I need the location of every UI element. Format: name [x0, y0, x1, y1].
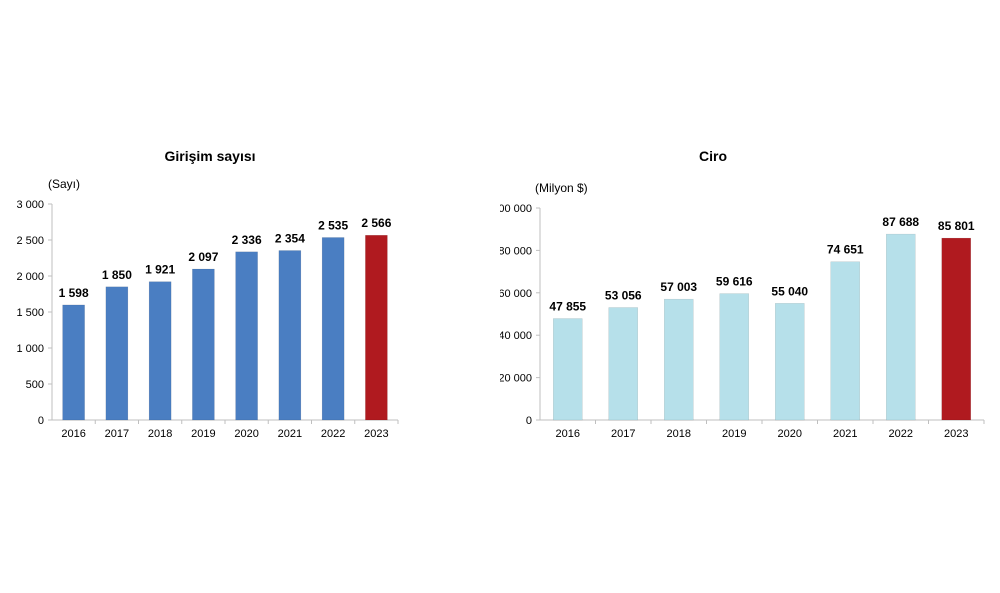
chart-girisim-sayisi-svg: Girişim sayısı (Sayı) 0 500 1 000 1 500 2 00…	[16, 148, 399, 440]
x-tick-label: 2022	[889, 428, 913, 440]
bar	[775, 303, 805, 421]
bar	[719, 293, 749, 421]
y-tick-label: 2 000	[16, 271, 44, 283]
bar	[105, 286, 129, 421]
data-label: 47 855	[549, 300, 586, 314]
bar	[830, 261, 860, 421]
data-label: 2 535	[318, 218, 348, 232]
y-tick-label: 40 000	[500, 330, 532, 342]
bar	[664, 298, 694, 421]
data-label: 55 040	[771, 284, 808, 298]
x-tick-label: 2019	[191, 428, 215, 440]
bar	[235, 251, 258, 421]
bar	[278, 250, 302, 421]
x-tick-label: 2018	[148, 428, 172, 440]
y-tick-label: 1 000	[16, 343, 44, 355]
data-label: 1 921	[145, 263, 175, 277]
chart-ciro: Ciro (Milyon $) 0 20 000 40 000 60 000 80 00…	[500, 0, 1000, 593]
data-label: 85 801	[938, 219, 975, 233]
y-axis-unit-label: (Sayı)	[48, 177, 80, 191]
data-label: 2 566	[361, 216, 391, 230]
x-tick-label: 2017	[611, 428, 635, 440]
y-tick-label: 2 500	[16, 235, 44, 247]
x-tick-label: 2020	[778, 428, 802, 440]
y-tick-label: 100 000	[500, 203, 532, 215]
bar	[365, 234, 388, 421]
y-tick-label: 0	[526, 415, 532, 427]
data-label: 57 003	[660, 280, 697, 294]
y-tick-label: 500	[26, 379, 44, 391]
y-axis-unit-label: (Milyon $)	[535, 181, 588, 195]
bar	[608, 307, 638, 421]
x-tick-label: 2021	[278, 428, 302, 440]
data-label: 59 616	[716, 275, 753, 289]
bar	[941, 237, 971, 421]
bar	[148, 281, 172, 421]
y-tick-label: 3 000	[16, 199, 44, 211]
y-tick-label: 80 000	[500, 245, 532, 257]
y-tick-label: 1 500	[16, 307, 44, 319]
data-label: 1 850	[102, 268, 132, 282]
chart-title: Ciro	[699, 148, 727, 164]
y-tick-label: 60 000	[500, 288, 532, 300]
data-label: 2 354	[275, 232, 305, 246]
data-label: 2 097	[188, 250, 218, 264]
x-tick-label: 2017	[105, 428, 129, 440]
chart-ciro-svg: Ciro (Milyon $) 0 20 000 40 000 60 000 80 00…	[500, 148, 985, 440]
x-tick-label: 2023	[364, 428, 388, 440]
chart-girisim-sayisi: Girişim sayısı (Sayı) 0 500 1 000 1 500 2 00…	[16, 148, 399, 440]
y-tick-label: 0	[38, 415, 44, 427]
data-label: 87 688	[882, 215, 919, 229]
bar	[321, 237, 345, 421]
bar	[886, 233, 916, 421]
x-tick-label: 2020	[234, 428, 258, 440]
x-tick-label: 2021	[833, 428, 857, 440]
x-tick-label: 2022	[321, 428, 345, 440]
x-tick-label: 2016	[61, 428, 85, 440]
y-tick-label: 20 000	[500, 373, 532, 385]
data-label: 2 336	[232, 233, 262, 247]
data-label: 1 598	[59, 286, 89, 300]
data-label: 53 056	[605, 289, 642, 303]
chart-title: Girişim sayısı	[164, 148, 255, 164]
x-tick-label: 2016	[556, 428, 580, 440]
x-tick-label: 2023	[944, 428, 968, 440]
x-tick-label: 2018	[667, 428, 691, 440]
data-label: 74 651	[827, 243, 864, 257]
bar	[553, 318, 583, 421]
bar	[62, 304, 85, 421]
bar	[192, 268, 215, 421]
x-tick-label: 2019	[722, 428, 746, 440]
